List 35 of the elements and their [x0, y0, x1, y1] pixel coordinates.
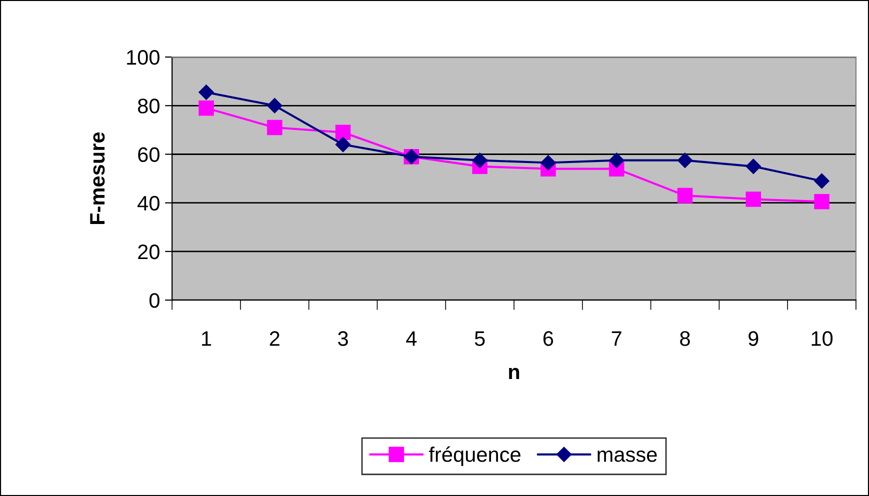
y-tick-label: 60	[138, 147, 160, 162]
y-axis-title: F-mesure	[90, 132, 105, 224]
point	[814, 173, 830, 189]
point	[746, 192, 762, 207]
y-tick-label: 20	[138, 244, 160, 260]
x-tick-label: 3	[338, 331, 348, 346]
point	[540, 155, 556, 170]
point	[198, 100, 214, 116]
point	[609, 152, 624, 168]
point	[267, 98, 282, 114]
x-tick-label: 7	[612, 331, 622, 346]
point	[814, 194, 830, 210]
y-tick-label: 80	[138, 98, 160, 114]
x-tick-label: 2	[270, 331, 280, 346]
x-tick-label: 8	[680, 331, 690, 346]
point	[267, 120, 282, 136]
x-tick-label: 10	[812, 331, 833, 346]
x-tick-label: 4	[406, 331, 417, 346]
x-tick-label: 6	[543, 331, 554, 346]
x-tick-label: 9	[748, 331, 758, 346]
point	[677, 152, 693, 168]
point	[198, 84, 214, 100]
legend-label: fréquence	[428, 446, 520, 466]
y-tick-label: 40	[138, 196, 160, 211]
point	[335, 136, 351, 152]
x-tick-label: 1	[202, 331, 212, 346]
point	[746, 158, 761, 174]
x-tick-label: 5	[474, 331, 485, 346]
point	[472, 152, 488, 168]
legend-label: masse	[598, 450, 657, 462]
point	[335, 124, 351, 140]
y-tick-label: 0	[149, 293, 160, 308]
x-axis-title: n	[509, 368, 520, 380]
y-tick-label: 100	[127, 50, 160, 65]
point	[677, 188, 693, 204]
